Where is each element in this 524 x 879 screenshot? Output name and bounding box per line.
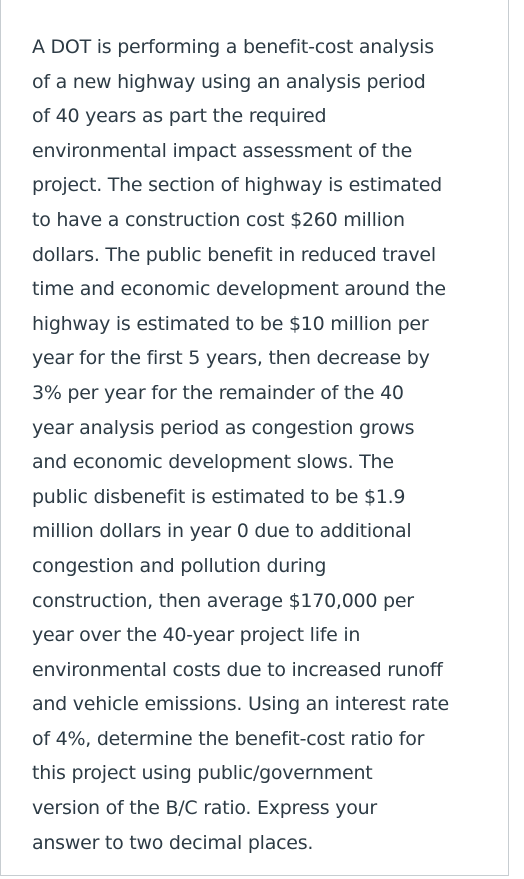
- question-line: of 40 years as part the required: [32, 105, 327, 128]
- question-line: congestion and pollution during: [32, 554, 327, 577]
- question-line: dollars. The public benefit in reduced t…: [32, 243, 436, 266]
- question-line: environmental costs due to increased run…: [32, 658, 443, 681]
- question-text: A DOT is performing a benefit-cost analy…: [32, 30, 494, 860]
- question-line: answer to two decimal places.: [32, 831, 314, 854]
- question-line: and vehicle emissions. Using an interest…: [32, 693, 449, 716]
- question-line: public disbenefit is estimated to be $1.…: [32, 485, 406, 508]
- question-line: of 4%, determine the benefit-cost ratio …: [32, 727, 425, 750]
- question-line: time and economic development around the: [32, 278, 446, 301]
- question-line: of a new highway using an analysis perio…: [32, 70, 426, 93]
- question-line: version of the B/C ratio. Express your: [32, 797, 377, 820]
- question-line: highway is estimated to be $10 million p…: [32, 312, 429, 335]
- question-line: environmental impact assessment of the: [32, 139, 413, 162]
- question-line: A DOT is performing a benefit-cost analy…: [32, 36, 434, 58]
- question-line: 3% per year for the remainder of the 40: [32, 381, 404, 404]
- question-line: million dollars in year 0 due to additio…: [32, 520, 412, 543]
- question-line: to have a construction cost $260 million: [32, 208, 405, 231]
- question-card: A DOT is performing a benefit-cost analy…: [0, 0, 509, 876]
- question-line: construction, then average $170,000 per: [32, 589, 414, 612]
- question-line: project. The section of highway is estim…: [32, 174, 442, 197]
- question-line: and economic development slows. The: [32, 451, 394, 474]
- question-line: year for the first 5 years, then decreas…: [32, 347, 430, 370]
- question-line: year analysis period as congestion grows: [32, 416, 415, 439]
- question-line: year over the 40-year project life in: [32, 624, 361, 647]
- question-line: this project using public/government: [32, 762, 373, 785]
